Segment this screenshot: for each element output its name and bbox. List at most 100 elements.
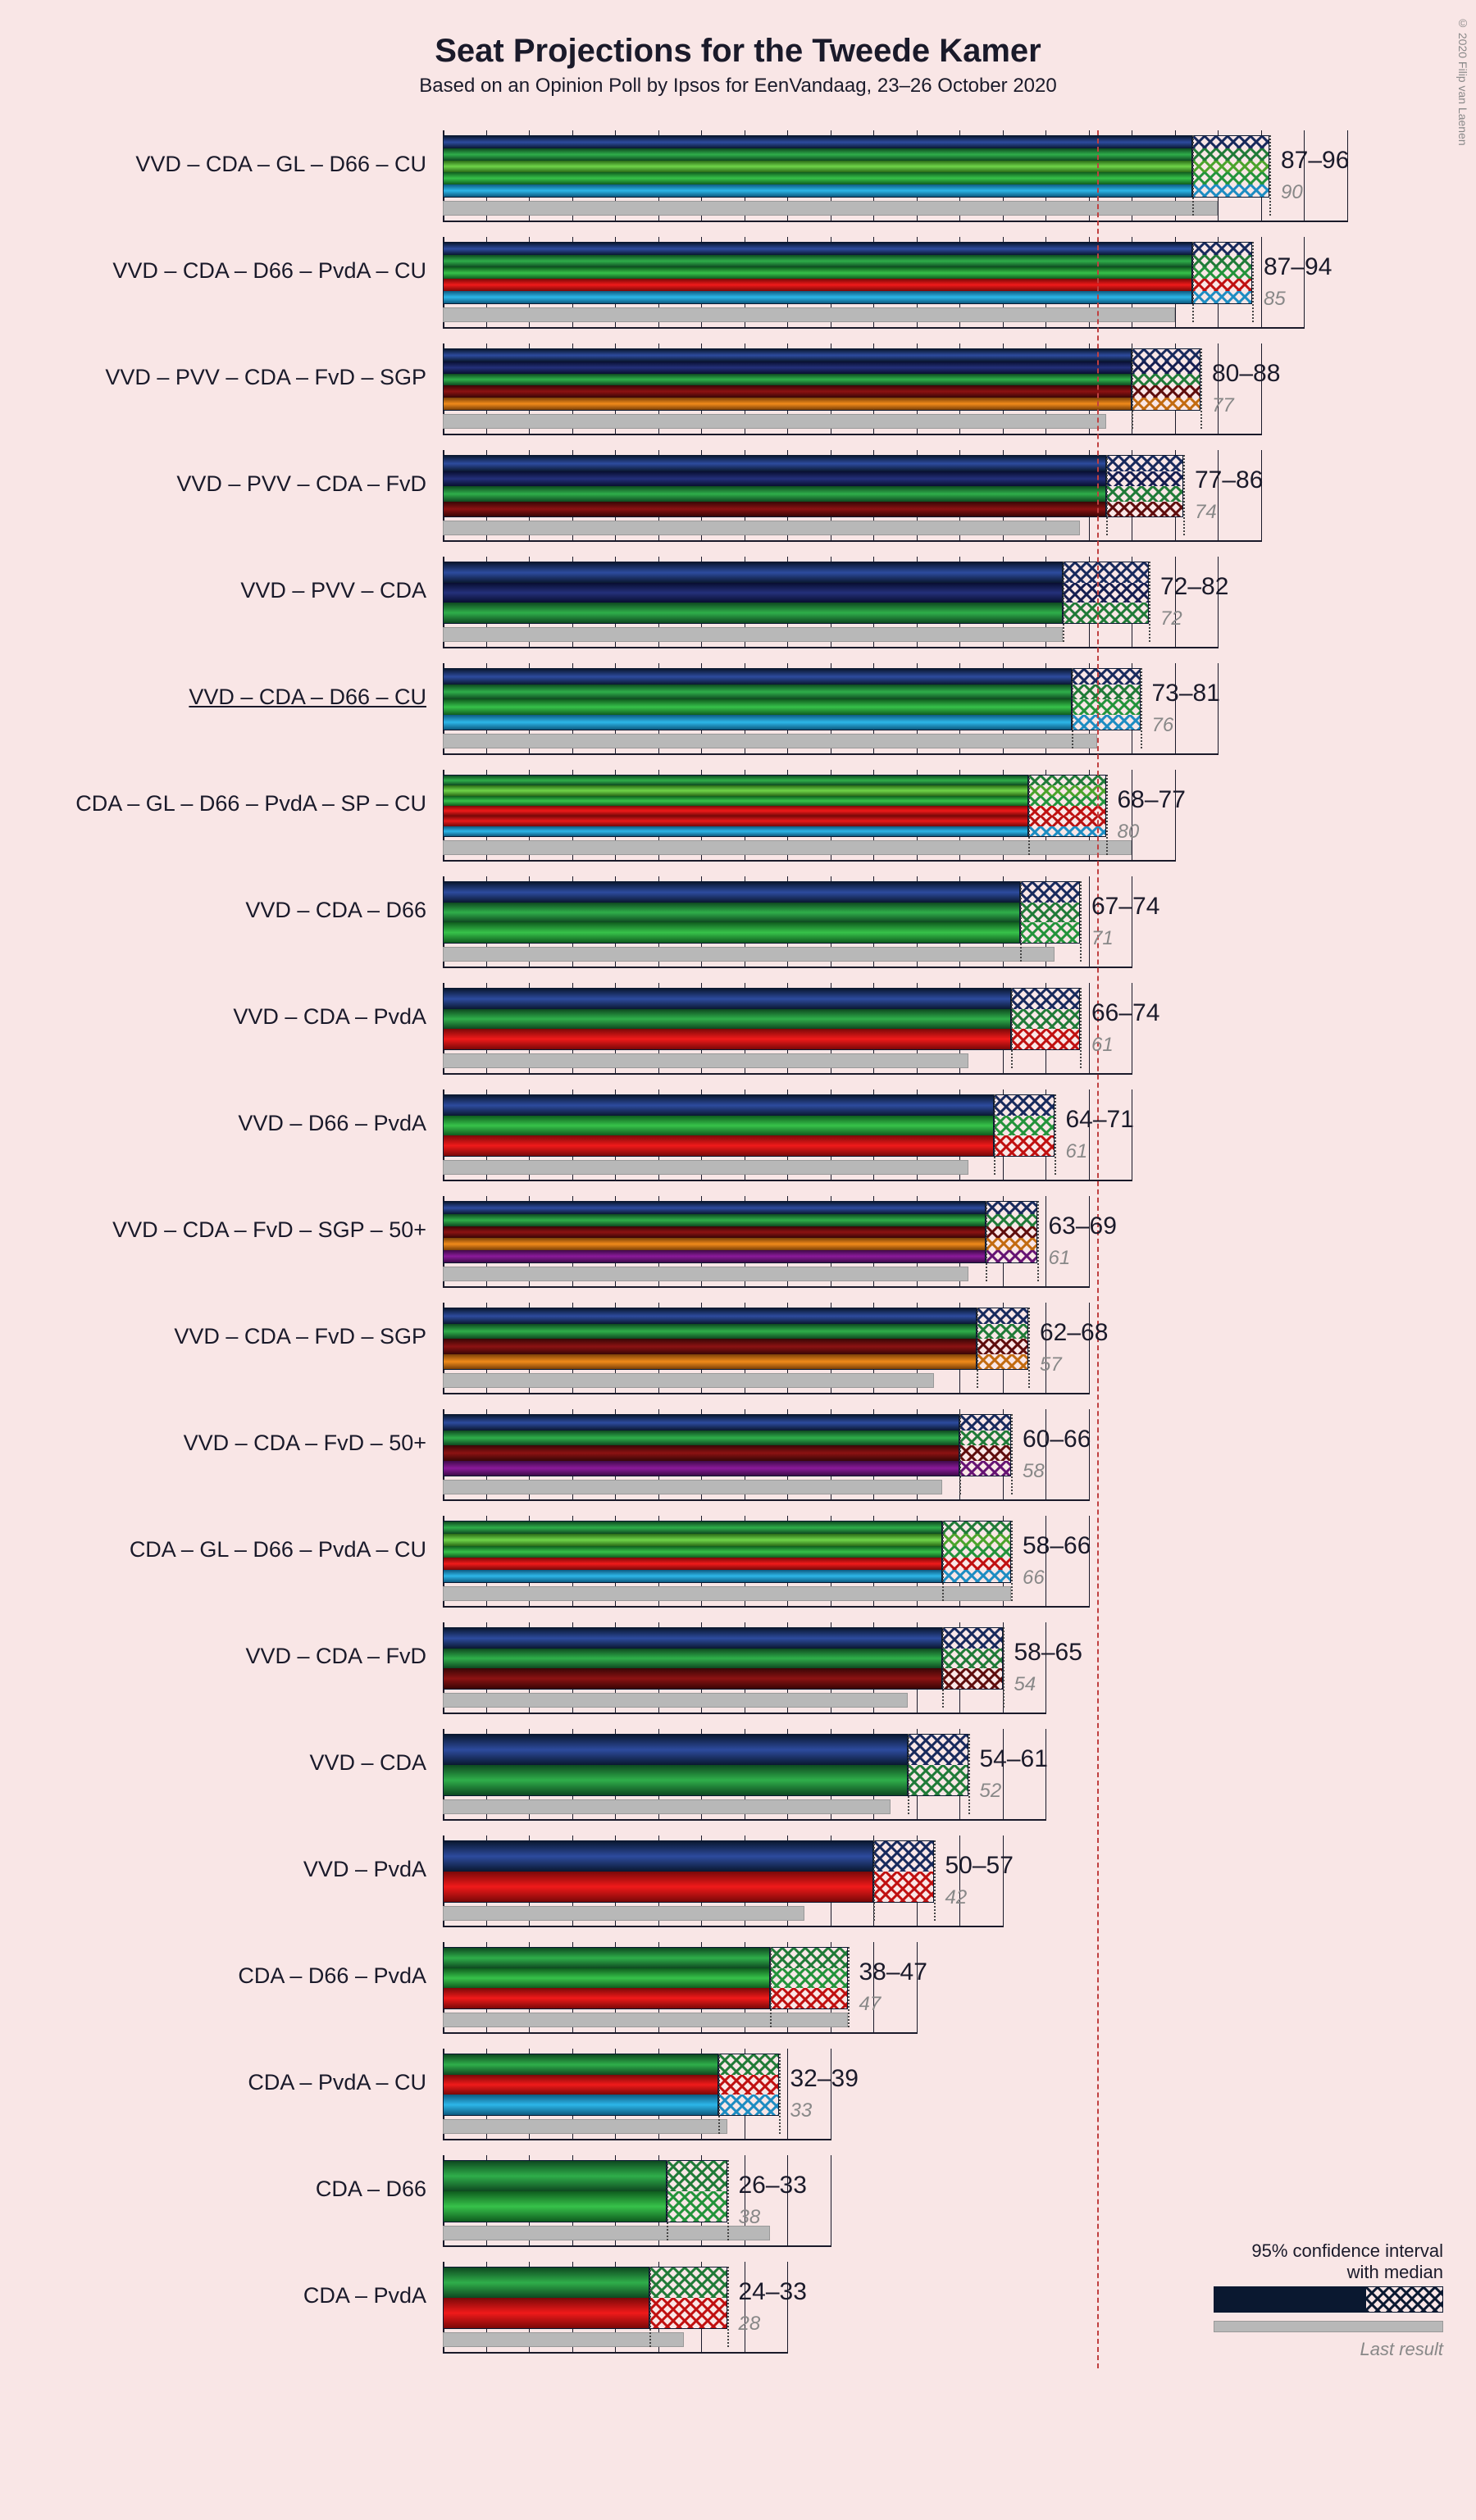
coalition-row: CDA – PvdA24–3328 (443, 2262, 1345, 2368)
confidence-interval-bar (959, 1414, 1011, 1476)
last-result-label: 61 (1049, 1247, 1071, 1270)
projection-bar (443, 2267, 649, 2329)
range-label: 77–86 (1195, 466, 1263, 494)
projection-bar (443, 1734, 908, 1796)
projection-bar (443, 1627, 942, 1690)
coalition-label: VVD – CDA – D66 (41, 898, 443, 923)
last-result-label: 42 (945, 1886, 968, 1909)
projection-bar (443, 2054, 718, 2116)
last-result-label: 72 (1160, 607, 1182, 630)
projection-bar (443, 135, 1192, 198)
coalition-label: VVD – CDA (41, 1750, 443, 1776)
coalition-label: VVD – CDA – D66 – CU (41, 685, 443, 710)
last-result-bar (443, 734, 1097, 748)
last-result-bar (443, 1693, 908, 1708)
last-result-label: 33 (790, 2099, 813, 2122)
projection-bar (443, 455, 1106, 517)
projection-bar (443, 1947, 770, 2009)
last-result-label: 74 (1195, 501, 1217, 524)
projection-bar (443, 1094, 994, 1157)
confidence-interval-bar (942, 1627, 1003, 1690)
coalition-label: VVD – D66 – PvdA (41, 1111, 443, 1136)
range-label: 26–33 (739, 2172, 807, 2199)
coalition-row: VVD – CDA – D6667–7471 (443, 876, 1345, 983)
last-result-bar (443, 1799, 891, 1814)
projection-bar (443, 242, 1192, 304)
coalition-row: VVD – CDA – D66 – PvdA – CU87–9485 (443, 237, 1345, 343)
confidence-interval-bar (1192, 242, 1253, 304)
coalition-row: CDA – D66 – PvdA38–4747 (443, 1942, 1345, 2049)
range-label: 32–39 (790, 2065, 859, 2093)
coalition-row: CDA – GL – D66 – PvdA – SP – CU68–7780 (443, 770, 1345, 876)
coalition-row: VVD – CDA – PvdA66–7461 (443, 983, 1345, 1089)
legend-ci-bar (1214, 2286, 1443, 2313)
last-result-label: 47 (859, 1993, 882, 2016)
chart-subtitle: Based on an Opinion Poll by Ipsos for Ee… (25, 75, 1451, 98)
last-result-bar (443, 947, 1055, 962)
range-label: 87–94 (1264, 253, 1332, 281)
coalition-label: VVD – PvdA (41, 1857, 443, 1882)
chart-title: Seat Projections for the Tweede Kamer (25, 33, 1451, 70)
coalition-row: VVD – PVV – CDA – FvD – SGP80–8877 (443, 343, 1345, 450)
range-label: 66–74 (1091, 999, 1159, 1027)
range-label: 68–77 (1118, 786, 1186, 814)
projection-bar (443, 562, 1063, 624)
range-label: 54–61 (980, 1745, 1048, 1773)
confidence-interval-bar (1020, 881, 1081, 944)
last-result-label: 80 (1118, 821, 1140, 844)
chart-legend: 95% confidence intervalwith median Last … (1214, 2240, 1443, 2360)
last-result-label: 57 (1040, 1353, 1062, 1376)
confidence-interval-bar (1192, 135, 1270, 198)
range-label: 24–33 (739, 2278, 807, 2306)
last-result-bar (443, 627, 1063, 642)
projection-bar (443, 988, 1011, 1050)
last-result-bar (443, 2332, 684, 2347)
last-result-bar (443, 1906, 804, 1921)
coalition-label: VVD – CDA – PvdA (41, 1004, 443, 1030)
projection-bar (443, 775, 1028, 837)
last-result-label: 28 (739, 2313, 761, 2336)
last-result-bar (443, 1480, 942, 1494)
coalition-label: VVD – PVV – CDA – FvD – SGP (41, 365, 443, 390)
confidence-interval-bar (718, 2054, 779, 2116)
range-label: 58–66 (1023, 1532, 1091, 1560)
projection-bar (443, 1840, 873, 1903)
last-result-label: 61 (1066, 1140, 1088, 1163)
range-label: 60–66 (1023, 1426, 1091, 1453)
range-label: 80–88 (1212, 360, 1280, 388)
coalition-row: VVD – CDA – FvD – SGP – 50+63–6961 (443, 1196, 1345, 1303)
coalition-row: VVD – CDA – FvD – SGP62–6857 (443, 1303, 1345, 1409)
confidence-interval-bar (873, 1840, 934, 1903)
legend-last-bar (1214, 2321, 1443, 2332)
last-result-bar (443, 1586, 1011, 1601)
coalition-row: VVD – PvdA50–5742 (443, 1835, 1345, 1942)
last-result-label: 38 (739, 2206, 761, 2229)
coalition-label: CDA – GL – D66 – PvdA – SP – CU (41, 791, 443, 816)
range-label: 63–69 (1049, 1212, 1117, 1240)
coalition-label: VVD – CDA – FvD – 50+ (41, 1431, 443, 1456)
last-result-bar (443, 307, 1175, 322)
coalition-label: VVD – CDA – FvD – SGP – 50+ (41, 1217, 443, 1243)
last-result-bar (443, 201, 1218, 216)
coalition-label: CDA – D66 – PvdA (41, 1963, 443, 1989)
last-result-label: 76 (1152, 714, 1174, 737)
last-result-bar (443, 2226, 770, 2240)
confidence-interval-bar (986, 1201, 1037, 1263)
coalition-row: CDA – D6626–3338 (443, 2155, 1345, 2262)
last-result-bar (443, 2119, 727, 2134)
coalition-row: VVD – CDA54–6152 (443, 1729, 1345, 1835)
coalition-row: CDA – GL – D66 – PvdA – CU58–6666 (443, 1516, 1345, 1622)
range-label: 62–68 (1040, 1319, 1108, 1347)
confidence-interval-bar (770, 1947, 848, 2009)
confidence-interval-bar (1132, 348, 1200, 411)
confidence-interval-bar (649, 2267, 727, 2329)
range-label: 58–65 (1014, 1639, 1082, 1667)
last-result-bar (443, 1053, 968, 1068)
legend-ci-label: 95% confidence intervalwith median (1214, 2240, 1443, 2283)
coalition-label: VVD – PVV – CDA – FvD (41, 471, 443, 497)
seat-projection-chart: VVD – CDA – GL – D66 – CU87–9690VVD – CD… (443, 130, 1345, 2368)
range-label: 73–81 (1152, 680, 1220, 707)
range-label: 67–74 (1091, 893, 1159, 921)
last-result-label: 90 (1281, 181, 1303, 204)
coalition-label: VVD – CDA – D66 – PvdA – CU (41, 258, 443, 284)
